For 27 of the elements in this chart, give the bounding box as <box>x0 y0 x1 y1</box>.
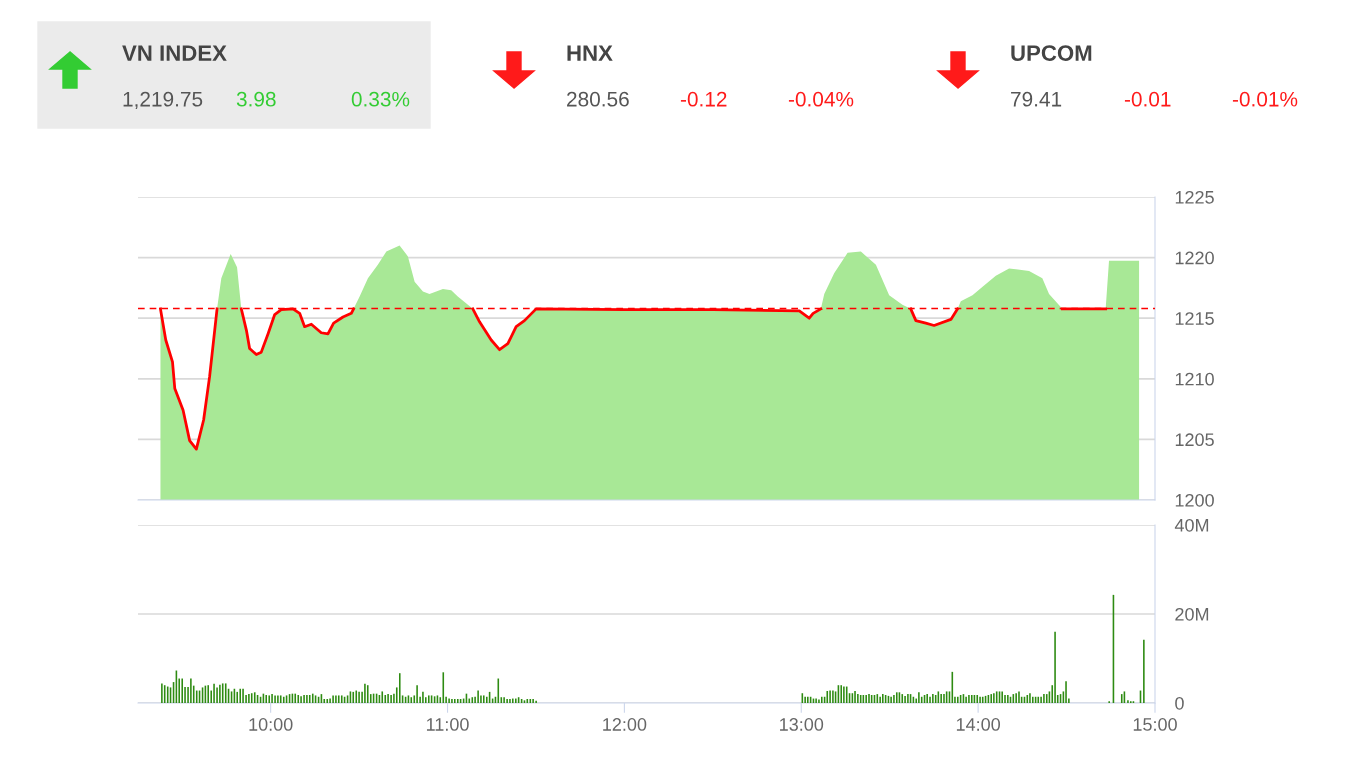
category-label: UPCOM <box>1011 45 1092 61</box>
y-tick-label: 1215 <box>1175 312 1214 325</box>
y-tick-label: 1225 <box>1175 190 1214 204</box>
x-tick-label: 14:00 <box>956 718 1001 731</box>
data-label: -0.01 <box>1124 91 1171 107</box>
x-tick-label: 15:00 <box>1133 718 1177 731</box>
x-tick-label: 11:00 <box>426 718 469 731</box>
x-tick-label: 13:00 <box>780 718 824 731</box>
text: 79.41 <box>1011 91 1062 107</box>
y-tick-label: 40M <box>1174 518 1209 532</box>
text: 0.33% <box>351 91 410 107</box>
y-tick-label: 1220 <box>1175 251 1214 265</box>
text: 1,219.75 <box>123 91 203 110</box>
text: -0.01% <box>1232 91 1298 107</box>
category-label: HNX <box>567 45 613 61</box>
x-tick-label: 10:00 <box>249 718 293 731</box>
data-label: -0.12 <box>680 91 727 107</box>
x-tick-label: 12:00 <box>603 718 647 731</box>
y-tick-label: 1205 <box>1175 433 1214 447</box>
y-tick-label: 0 <box>1175 696 1184 710</box>
text: 280.56 <box>567 91 629 107</box>
data-label: 3.98 <box>236 91 276 107</box>
category-label: VN INDEX <box>122 45 227 61</box>
y-tick-label: 1210 <box>1175 372 1214 386</box>
text: -0.04% <box>788 91 854 107</box>
y-tick-label: 1200 <box>1175 493 1214 507</box>
y-tick-label: 20M <box>1175 607 1209 621</box>
